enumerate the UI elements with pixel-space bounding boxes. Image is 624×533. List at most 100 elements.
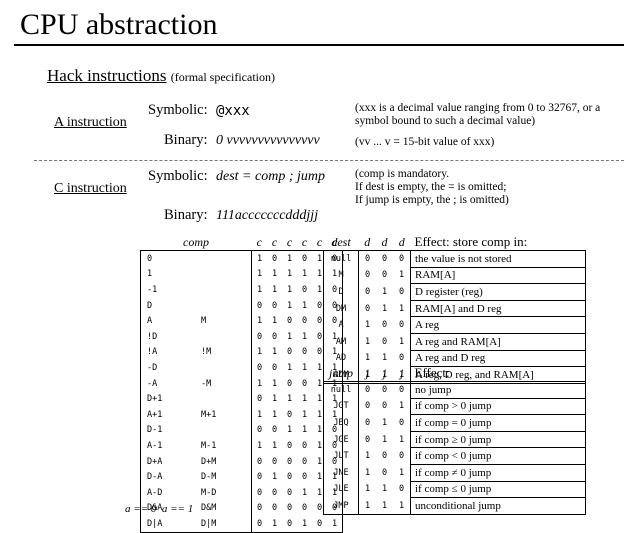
dest_table-bit: 0 <box>381 336 388 347</box>
c-instruction-label: C instruction <box>54 181 127 196</box>
dest_table-effect: D register (reg) <box>410 283 586 301</box>
dest_table-bit: 0 <box>381 270 388 281</box>
jump_table-bit: 0 <box>381 451 388 462</box>
dest_table-name: DM <box>323 300 359 317</box>
comp-bit: 1 <box>286 425 293 436</box>
jump_table-name: null <box>323 381 359 399</box>
dest_table-name: A <box>323 316 359 334</box>
jump_table-bit: 0 <box>381 467 388 478</box>
dest_table-effect: A reg <box>410 316 586 334</box>
comp-bit: 1 <box>271 284 278 295</box>
comp-bit: 1 <box>327 516 343 533</box>
table-row: AM 1 0 1 A reg and RAM[A] <box>323 333 586 351</box>
dest-table: dest d d d Effect: store comp in: null 0 0 0 the… <box>323 234 586 384</box>
comp-bit: 1 <box>251 438 267 454</box>
jump_table-bit: 1 <box>381 484 388 495</box>
comp-bit: 0 <box>271 331 278 342</box>
comp-bit: 1 <box>301 331 308 342</box>
jump_table-bit: 0 <box>393 414 411 432</box>
dest_table-bit: 1 <box>364 353 371 364</box>
comp-a1: -M <box>195 375 252 392</box>
table-row: D-A D-M 0 1 0 0 1 1 <box>140 469 343 485</box>
comp-bit: 1 <box>316 440 323 451</box>
comp-bit: 1 <box>286 284 293 295</box>
jump_table-name: JNE <box>323 464 359 482</box>
comp-bit: 0 <box>271 300 278 311</box>
comp-bit: 0 <box>301 472 308 483</box>
comp-bit: 1 <box>301 394 308 405</box>
comp-a0: A <box>140 313 195 329</box>
comp-bit: 1 <box>316 284 323 295</box>
comp-bit: 0 <box>271 487 278 498</box>
dest_table-bit: 1 <box>381 353 388 364</box>
comp-a1: D-M <box>195 469 252 485</box>
comp-bit-header: c <box>286 234 293 249</box>
comp-bit: 0 <box>316 300 323 311</box>
jump_table-effect: unconditional jump <box>410 497 586 515</box>
comp-bit: 1 <box>316 378 323 389</box>
dest_table-header: dest <box>331 234 351 249</box>
a0-label: a == 0 <box>125 503 157 515</box>
jump-table: jump j j j Effect: null 0 0 0 no jump JGT 0 0 1 if co… <box>323 365 586 515</box>
comp-a1 <box>195 360 252 376</box>
comp-a0: A-D <box>140 484 195 501</box>
dest_table-effect: A reg and RAM[A] <box>410 333 586 351</box>
a-binary-value: 0 vvvvvvvvvvvvvvv <box>216 133 320 148</box>
comp-bit: 0 <box>316 347 323 358</box>
comp-bit: 1 <box>251 249 267 267</box>
comp-a1 <box>195 297 252 314</box>
dest_table-effect: RAM[A] and D reg <box>410 300 586 318</box>
comp-bit: 0 <box>312 516 327 533</box>
comp-a0: D-1 <box>140 422 195 439</box>
comp-bit: 1 <box>271 316 278 327</box>
dest_table-bit: 0 <box>364 303 371 314</box>
dest_table-name: M <box>323 267 359 284</box>
dest_table-bit: 1 <box>393 267 411 284</box>
comp-bit: 1 <box>301 269 308 280</box>
comp-a1 <box>195 249 252 267</box>
dest_table-effect: A reg and D reg <box>410 350 586 368</box>
comp-bit: 0 <box>301 378 308 389</box>
comp-a0: D+1 <box>140 391 195 407</box>
comp-bit: 0 <box>251 422 267 439</box>
dest_table-name: D <box>323 283 359 301</box>
jump_table-bit: 1 <box>364 484 371 495</box>
hack-heading: Hack instructions (formal specification) <box>47 66 275 86</box>
comp-bit: 1 <box>316 487 323 498</box>
dest_table-bit: 1 <box>393 300 411 317</box>
comp-bit: 0 <box>271 503 278 514</box>
comp-bit: 0 <box>286 440 293 451</box>
dest_table-bit: 0 <box>393 316 411 334</box>
comp-bit: 0 <box>251 516 267 533</box>
comp-a0: 1 <box>140 266 195 283</box>
comp-a0: A-1 <box>140 438 195 454</box>
dest_table-effect-header: Effect: store comp in: <box>414 234 528 249</box>
table-row: null 0 0 0 no jump <box>323 381 586 399</box>
comp-bit: 1 <box>251 266 267 283</box>
dest_table-bit: 1 <box>393 333 411 351</box>
a1-label: a == 1 <box>161 503 194 515</box>
dest_table-bit-header: d <box>381 234 388 249</box>
comp-bit: 1 <box>301 362 308 373</box>
comp-bit: 0 <box>286 347 293 358</box>
comp-a1: M+1 <box>195 406 252 423</box>
comp-a0: D <box>140 297 195 314</box>
comp-bit-header: c <box>271 234 278 249</box>
comp-bit: 0 <box>297 249 312 267</box>
table-row: D|A D|M 0 1 0 1 0 1 <box>140 516 343 533</box>
comp-bit: 1 <box>267 516 282 533</box>
comp-bit: 0 <box>286 456 293 467</box>
c-symbolic-label: Symbolic: <box>148 168 208 184</box>
comp-a1: !M <box>195 344 252 361</box>
jump_table-bit: 1 <box>393 464 411 482</box>
jump_table-bit: 0 <box>381 401 388 412</box>
dest_table-effect: RAM[A] <box>410 267 586 285</box>
comp-bit-header: c <box>301 234 308 249</box>
comp-bit: 0 <box>301 316 308 327</box>
comp-bit: 0 <box>251 391 267 407</box>
comp-bit: 0 <box>316 316 323 327</box>
comp-bit: 0 <box>286 409 293 420</box>
comp-bit: 0 <box>251 453 267 470</box>
